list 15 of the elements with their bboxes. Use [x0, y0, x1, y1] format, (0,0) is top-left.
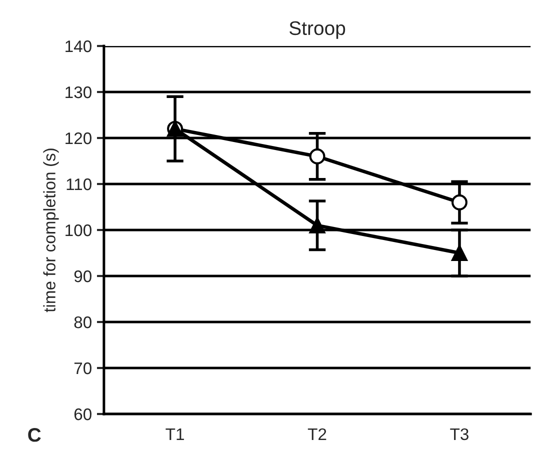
x-tick-label: T2: [308, 428, 326, 440]
chart-title: Stroop: [290, 21, 346, 39]
y-tick-label: 60: [74, 408, 92, 420]
x-tick-label: T1: [166, 428, 184, 440]
y-tick-label: 80: [74, 316, 92, 328]
x-tick-label: T3: [450, 428, 468, 440]
y-tick-label: 70: [74, 362, 92, 374]
y-tick-label: 90: [74, 270, 92, 282]
y-tick-label: 130: [66, 86, 92, 98]
y-tick-label: 120: [66, 132, 92, 144]
y-tick-label: 110: [66, 178, 92, 190]
y-tick-label: 140: [66, 40, 92, 52]
y-axis-title: time for completion (s): [43, 148, 59, 312]
text: C: [28, 428, 41, 442]
y-tick-label: 100: [66, 224, 92, 236]
